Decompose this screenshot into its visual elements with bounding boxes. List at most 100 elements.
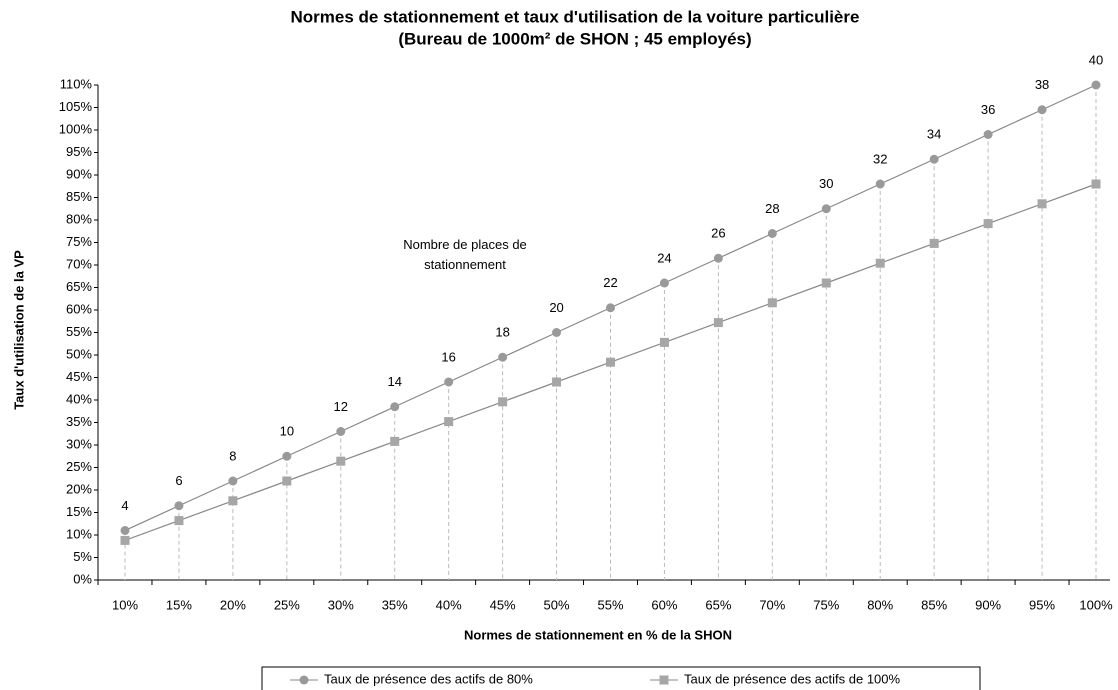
y-tick-label: 30% — [66, 436, 92, 451]
point — [174, 516, 184, 526]
point — [390, 402, 400, 412]
point — [821, 278, 831, 288]
x-tick-label: 50% — [544, 597, 570, 612]
point — [336, 427, 346, 436]
point — [606, 303, 615, 313]
chart-subtitle: (Bureau de 1000m² de SHON ; 45 employés) — [398, 29, 751, 48]
point-label: 26 — [711, 226, 725, 241]
y-tick-label: 75% — [66, 234, 92, 249]
point — [767, 229, 777, 238]
x-tick-label: 60% — [651, 597, 677, 612]
point-label: 24 — [657, 250, 671, 265]
point — [713, 318, 723, 328]
y-tick-label: 55% — [66, 324, 92, 339]
y-tick-label: 50% — [66, 346, 92, 361]
point — [1037, 105, 1047, 115]
point — [498, 397, 508, 407]
legend-label: Taux de présence des actifs de 100% — [684, 671, 901, 686]
point — [983, 219, 993, 229]
x-tick-label: 45% — [490, 597, 516, 612]
point — [659, 337, 669, 347]
x-tick-label: 10% — [112, 597, 138, 612]
point — [444, 417, 454, 427]
point-label: 6 — [175, 473, 182, 488]
y-tick-label: 0% — [73, 571, 92, 586]
point — [875, 179, 885, 189]
point-label: 32 — [873, 151, 887, 166]
x-tick-label: 70% — [759, 597, 785, 612]
point — [552, 377, 562, 387]
point — [875, 258, 885, 268]
x-tick-label: 35% — [382, 597, 408, 612]
point-label: 28 — [765, 201, 779, 216]
y-tick-label: 40% — [66, 391, 92, 406]
x-tick-label: 85% — [921, 597, 947, 612]
x-tick-label: 90% — [975, 597, 1001, 612]
y-tick-label: 25% — [66, 459, 92, 474]
x-tick-label: 80% — [867, 597, 893, 612]
point-label: 16 — [441, 349, 455, 364]
point — [1091, 179, 1101, 189]
legend-box — [261, 666, 981, 690]
point — [659, 278, 669, 288]
point-label: 12 — [334, 399, 348, 414]
point — [120, 526, 130, 535]
y-tick-label: 15% — [66, 504, 92, 519]
y-tick-label: 10% — [66, 526, 92, 541]
point — [228, 496, 238, 506]
x-tick-label: 65% — [705, 597, 731, 612]
point — [282, 451, 292, 461]
point-label: 8 — [229, 448, 236, 463]
x-tick-label: 20% — [220, 597, 246, 612]
y-tick-label: 60% — [66, 301, 92, 316]
point — [174, 501, 184, 511]
point — [659, 675, 669, 685]
chart-title: Normes de stationnement et taux d'utilis… — [291, 7, 860, 26]
point — [299, 675, 309, 685]
annotation: Nombre de places de stationnement — [403, 237, 527, 272]
point-label: 18 — [495, 325, 509, 340]
point-label: 38 — [1035, 77, 1049, 92]
x-tick-label: 100% — [1079, 597, 1113, 612]
x-tick-label: 55% — [597, 597, 623, 612]
y-tick-label: 110% — [60, 76, 93, 91]
legend-label: Taux de présence des actifs de 80% — [324, 671, 533, 686]
point — [282, 476, 292, 486]
point — [444, 377, 454, 387]
y-tick-label: 85% — [66, 189, 92, 204]
point — [983, 130, 993, 139]
point — [336, 456, 346, 466]
point — [1091, 80, 1101, 90]
point — [713, 253, 723, 263]
point — [767, 298, 777, 308]
y-tick-label: 90% — [66, 166, 92, 181]
x-tick-label: 95% — [1029, 597, 1055, 612]
x-axis-label: Normes de stationnement en % de la SHON — [464, 627, 732, 642]
point-label: 4 — [121, 498, 128, 513]
y-tick-label: 45% — [66, 369, 92, 384]
point — [929, 238, 939, 248]
y-tick-label: 95% — [66, 144, 92, 159]
x-tick-label: 75% — [813, 597, 839, 612]
point-label: 30 — [819, 176, 833, 191]
x-tick-label: 40% — [436, 597, 462, 612]
y-axis-label: Taux d'utilisation de la VP — [11, 250, 26, 410]
point — [821, 204, 831, 214]
y-tick-label: 100% — [59, 121, 93, 136]
y-tick-label: 35% — [66, 414, 92, 429]
point-label: 14 — [387, 374, 401, 389]
y-tick-label: 5% — [73, 549, 92, 564]
y-tick-label: 80% — [66, 211, 92, 226]
y-tick-label: 70% — [66, 256, 92, 271]
point — [120, 535, 130, 545]
x-tick-label: 25% — [274, 597, 300, 612]
point — [390, 436, 400, 446]
point-label: 36 — [981, 102, 995, 117]
point-label: 22 — [603, 275, 617, 290]
point — [1037, 199, 1047, 209]
point-label: 10 — [280, 424, 294, 439]
point — [929, 154, 939, 164]
point — [228, 476, 238, 486]
